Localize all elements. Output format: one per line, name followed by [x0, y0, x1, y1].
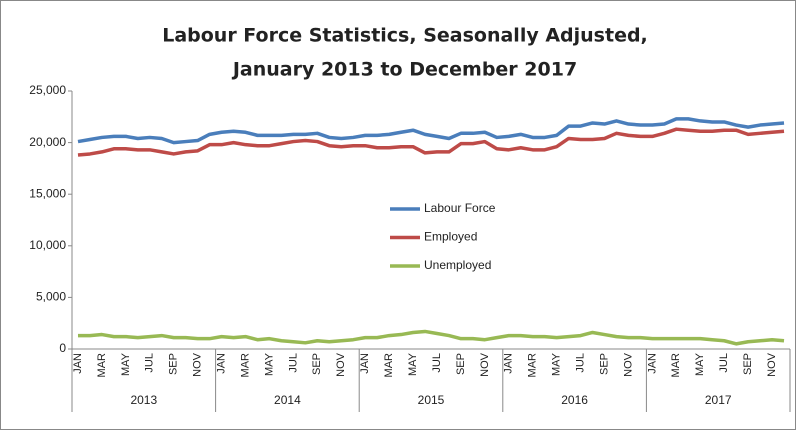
x-tick-label: JAN [503, 353, 515, 374]
x-tick-label: NOV [335, 352, 347, 377]
x-tick-label: SEP [311, 353, 323, 375]
x-tick-label: JAN [72, 353, 84, 374]
group-label: 2017 [705, 393, 732, 407]
group-label: 2016 [561, 393, 588, 407]
x-tick-label: NOV [766, 352, 778, 377]
x-tick-label: JAN [646, 353, 658, 374]
chart-title: Labour Force Statistics, Seasonally Adju… [162, 25, 648, 47]
chart-title: January 2013 to December 2017 [231, 59, 577, 81]
x-tick-label: JUL [431, 353, 443, 373]
group-label: 2015 [418, 393, 445, 407]
x-tick-label: MAY [694, 352, 706, 376]
y-tick-label: 10,000 [29, 238, 66, 252]
y-tick-label: 15,000 [29, 186, 66, 200]
x-tick-label: MAR [239, 353, 251, 378]
x-tick-label: JAN [359, 353, 371, 374]
legend-label: Labour Force [424, 201, 496, 215]
x-tick-label: MAY [263, 352, 275, 376]
x-tick-label: JAN [215, 353, 227, 374]
x-tick-label: SEP [742, 353, 754, 375]
group-label: 2013 [130, 393, 157, 407]
y-tick-label: 20,000 [29, 135, 66, 149]
x-tick-label: SEP [168, 353, 180, 375]
x-tick-label: NOV [479, 352, 491, 377]
legend-label: Employed [424, 230, 477, 244]
x-tick-label: MAR [527, 353, 539, 378]
y-tick-label: 0 [59, 341, 66, 355]
x-tick-label: JUL [287, 353, 299, 373]
x-tick-label: MAY [407, 352, 419, 376]
series-line [77, 117, 785, 145]
x-tick-label: MAR [96, 353, 108, 378]
x-tick-label: NOV [192, 352, 204, 377]
y-tick-label: 25,000 [29, 83, 66, 97]
x-tick-label: MAR [670, 353, 682, 378]
group-label: 2014 [274, 393, 301, 407]
x-tick-label: NOV [622, 352, 634, 377]
x-tick-label: MAY [551, 352, 563, 376]
x-tick-label: MAR [383, 353, 395, 378]
series-line [77, 127, 785, 157]
x-tick-label: JUL [718, 353, 730, 373]
x-tick-label: SEP [598, 353, 610, 375]
series-line [77, 329, 785, 346]
x-tick-label: JUL [144, 353, 156, 373]
x-tick-label: JUL [574, 353, 586, 373]
y-tick-label: 5,000 [36, 290, 66, 304]
legend-label: Unemployed [424, 258, 491, 272]
x-tick-label: SEP [455, 353, 467, 375]
x-tick-label: MAY [120, 352, 132, 376]
